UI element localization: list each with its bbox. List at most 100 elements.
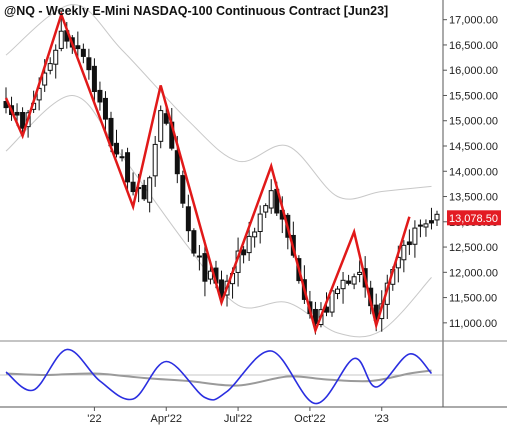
candle-body: [346, 280, 352, 284]
x-tick-label: '23: [375, 413, 389, 425]
candle-body: [147, 177, 153, 203]
candle: [340, 271, 346, 304]
candle: [423, 219, 429, 237]
candle: [252, 227, 258, 248]
candle-body: [268, 190, 274, 209]
y-tick-label: 15,500.00: [449, 90, 498, 102]
candle: [335, 286, 341, 300]
candle-body: [14, 111, 20, 116]
candle-body: [191, 230, 197, 254]
candle: [257, 205, 263, 244]
candle: [75, 31, 81, 58]
candle-body: [246, 235, 252, 254]
candle: [102, 91, 108, 131]
candle: [406, 229, 412, 255]
y-tick-label: 11,000.00: [449, 318, 497, 330]
candle-body: [417, 224, 423, 227]
x-tick-label: Jul'22: [224, 413, 252, 425]
candle-body: [335, 288, 341, 295]
candle-body: [219, 279, 224, 298]
candle: [80, 43, 86, 64]
candle: [114, 129, 120, 158]
y-tick-label: 16,000.00: [449, 65, 498, 77]
candle-body: [86, 57, 92, 71]
candle: [125, 147, 131, 193]
candle: [47, 57, 53, 75]
candle-body: [102, 97, 108, 120]
candle-body: [20, 111, 26, 129]
candle: [58, 17, 64, 52]
candle: [152, 135, 158, 187]
candle-body: [196, 255, 202, 258]
candle-body: [423, 223, 429, 228]
candle-body: [252, 231, 258, 238]
candle: [119, 149, 125, 162]
candle: [191, 228, 197, 257]
candle-body: [357, 271, 363, 276]
candle: [434, 210, 440, 226]
candle-body: [257, 213, 263, 233]
candle: [53, 44, 59, 79]
candle-body: [152, 143, 158, 177]
candle-body: [125, 152, 131, 183]
y-tick-label: 16,500.00: [449, 40, 498, 52]
candle-body: [158, 110, 164, 142]
x-tick-label: Oct'22: [294, 413, 325, 425]
band-upper: [5, 3, 432, 200]
candle-body: [141, 184, 147, 200]
candle-body: [406, 241, 412, 246]
candle: [241, 246, 247, 264]
candle: [141, 179, 147, 201]
candle: [351, 273, 357, 290]
y-tick-label: 15,000.00: [449, 116, 498, 128]
candle-body: [351, 276, 357, 285]
candle-body: [428, 220, 434, 224]
candle: [97, 81, 103, 111]
y-tick-label: 12,000.00: [449, 267, 498, 279]
candle: [86, 48, 92, 80]
candle: [401, 240, 407, 273]
candle-body: [412, 227, 418, 245]
candle-body: [97, 89, 103, 103]
candle: [158, 105, 164, 149]
candle-body: [241, 249, 247, 256]
candle-body: [119, 156, 125, 159]
candle: [417, 219, 423, 238]
zigzag-swing-line: [4, 10, 411, 335]
last-price-label: 13,078.50: [449, 213, 498, 225]
last-price-tag-background: [447, 210, 501, 226]
oscillator-fast-line: [5, 348, 433, 405]
y-tick-label: 11,500.00: [449, 293, 497, 305]
candle: [130, 172, 136, 196]
last-price-tag: 13,078.50: [447, 210, 501, 226]
candle-body: [130, 181, 136, 193]
y-tick-label: 12,500.00: [449, 242, 498, 254]
candle: [428, 207, 434, 230]
candle-body: [47, 63, 53, 71]
candle: [147, 175, 153, 213]
candle: [91, 58, 97, 105]
candle: [268, 179, 274, 214]
candle-body: [340, 279, 346, 290]
candle-body: [174, 150, 180, 175]
candle: [196, 244, 202, 271]
candle: [263, 203, 269, 218]
candle: [180, 170, 186, 208]
candle: [20, 107, 26, 136]
candle: [346, 274, 352, 286]
candle-body: [401, 244, 407, 261]
candle-body: [58, 30, 64, 49]
candle: [357, 260, 363, 283]
candle-body: [80, 48, 86, 57]
candle-body: [207, 270, 213, 280]
candle-body: [202, 253, 208, 282]
candle-body: [180, 175, 186, 204]
y-tick-label: 14,500.00: [449, 141, 498, 153]
candle-body: [53, 49, 59, 65]
x-tick-label: Apr'22: [151, 413, 182, 425]
candle: [202, 240, 208, 297]
candle-body: [91, 65, 97, 93]
candle-body: [434, 213, 440, 221]
